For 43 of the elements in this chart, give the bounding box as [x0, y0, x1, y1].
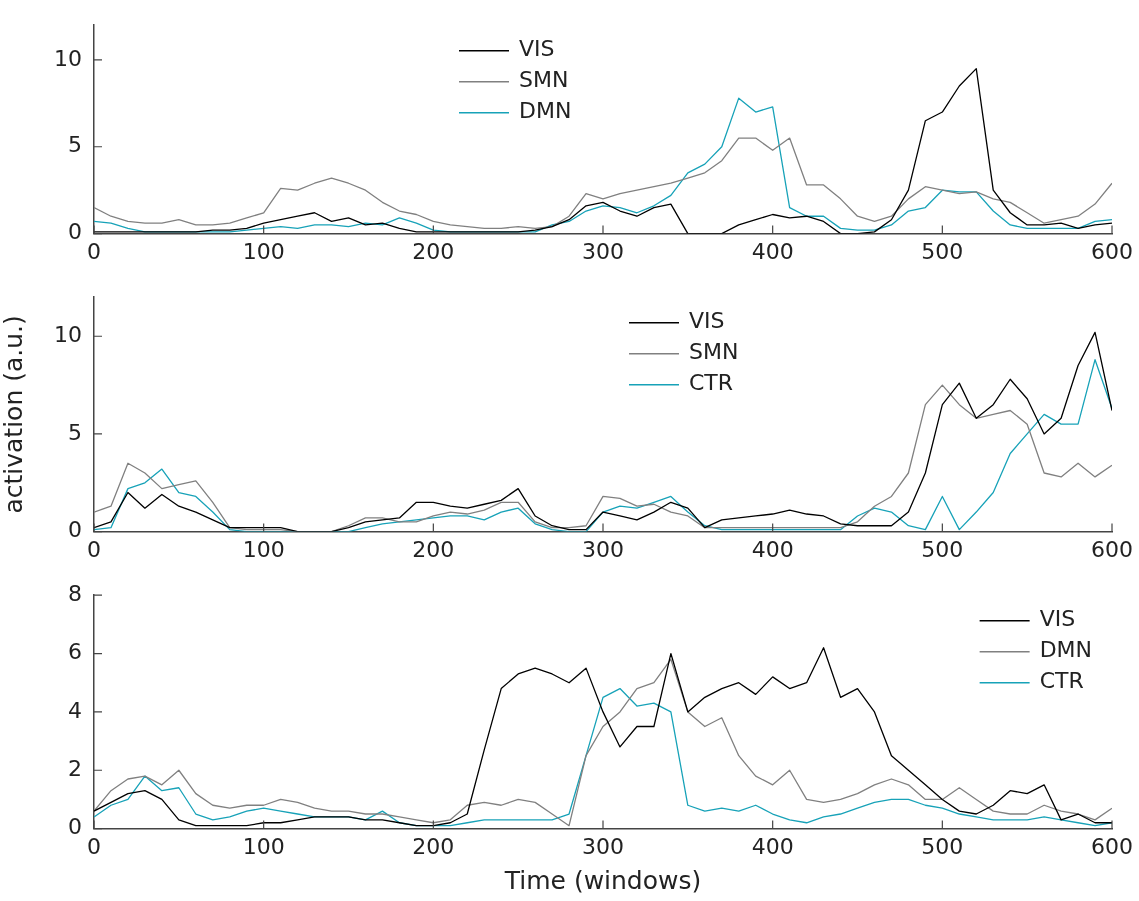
x-tick-label: 100 — [242, 833, 285, 859]
legend-label: DMN — [1039, 637, 1093, 663]
y-tick-label: 6 — [68, 639, 82, 665]
y-tick-label: 10 — [54, 45, 82, 71]
y-axis-title: activation (a.u.) — [0, 315, 28, 514]
legend-label: VIS — [689, 308, 725, 334]
y-tick-label: 4 — [68, 697, 82, 723]
x-tick-label: 400 — [751, 238, 794, 264]
legend-label: CTR — [1039, 668, 1084, 694]
x-tick-label: 0 — [87, 536, 101, 562]
y-tick-label: 0 — [68, 517, 82, 543]
legend-label: CTR — [689, 370, 734, 396]
x-tick-label: 600 — [1091, 833, 1133, 859]
x-tick-label: 100 — [242, 536, 285, 562]
y-tick-label: 0 — [68, 219, 82, 245]
x-tick-label: 200 — [412, 536, 455, 562]
legend-label: VIS — [519, 36, 555, 62]
y-tick-label: 10 — [54, 321, 82, 347]
y-tick-label: 2 — [68, 755, 82, 781]
y-tick-label: 5 — [68, 419, 82, 445]
y-tick-label: 0 — [68, 814, 82, 840]
x-tick-label: 500 — [921, 238, 964, 264]
x-tick-label: 200 — [412, 238, 455, 264]
x-tick-label: 500 — [921, 833, 964, 859]
x-tick-label: 200 — [412, 833, 455, 859]
x-tick-label: 600 — [1091, 238, 1133, 264]
x-tick-label: 300 — [582, 833, 624, 859]
x-tick-label: 300 — [582, 536, 624, 562]
legend-label: DMN — [519, 98, 572, 124]
x-tick-label: 600 — [1091, 536, 1133, 562]
x-tick-label: 100 — [242, 238, 285, 264]
legend-label: SMN — [519, 67, 569, 93]
legend-label: VIS — [1039, 606, 1076, 632]
y-tick-label: 5 — [68, 132, 82, 158]
legend-label: SMN — [689, 339, 739, 365]
x-tick-label: 400 — [751, 833, 794, 859]
y-tick-label: 8 — [68, 580, 82, 606]
x-tick-label: 0 — [87, 238, 101, 264]
x-axis-title: Time (windows) — [503, 865, 702, 895]
x-tick-label: 400 — [751, 536, 794, 562]
x-tick-label: 500 — [921, 536, 964, 562]
x-tick-label: 0 — [87, 833, 101, 859]
x-tick-label: 300 — [582, 238, 624, 264]
